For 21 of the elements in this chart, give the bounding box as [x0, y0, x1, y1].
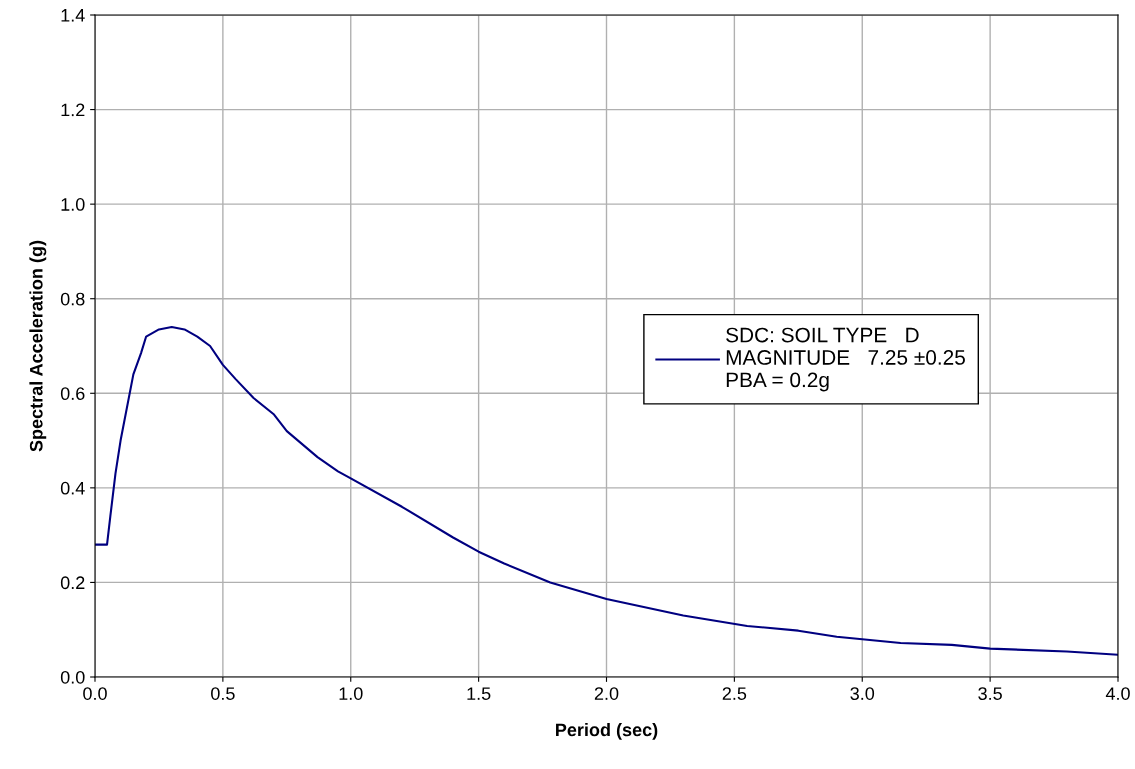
y-tick-label: 0.6 — [60, 387, 85, 401]
x-tick-label: 2.0 — [594, 687, 619, 700]
x-tick-label: 3.0 — [850, 687, 875, 700]
x-tick-label: 2.5 — [722, 687, 747, 700]
y-axis-title: Spectral Acceleration (g) — [29, 240, 47, 452]
x-tick-label: 1.5 — [467, 687, 491, 700]
x-tick-label: 1.0 — [339, 687, 363, 700]
y-tick-label: 1.0 — [61, 198, 85, 211]
y-tick-label: 0.8 — [60, 292, 85, 306]
x-tick-label: 0.0 — [83, 687, 107, 700]
y-tick-label: 0.2 — [60, 576, 85, 590]
y-tick-label: 1.2 — [61, 103, 85, 117]
x-axis-title: Period (sec) — [556, 723, 658, 740]
x-tick-label: 0.5 — [211, 687, 235, 700]
y-tick-label: 1.4 — [61, 9, 85, 22]
x-tick-label: 4.0 — [1105, 687, 1130, 700]
legend-label: SDC: SOIL TYPE D MAGNITUDE 7.25 ±0.25 PBA = 0.2g — [726, 327, 965, 392]
y-tick-label: 0.4 — [60, 481, 85, 495]
line-series — [95, 326, 1118, 656]
x-tick-label: 3.5 — [978, 687, 1002, 700]
y-tick-label: 0.0 — [60, 670, 85, 684]
